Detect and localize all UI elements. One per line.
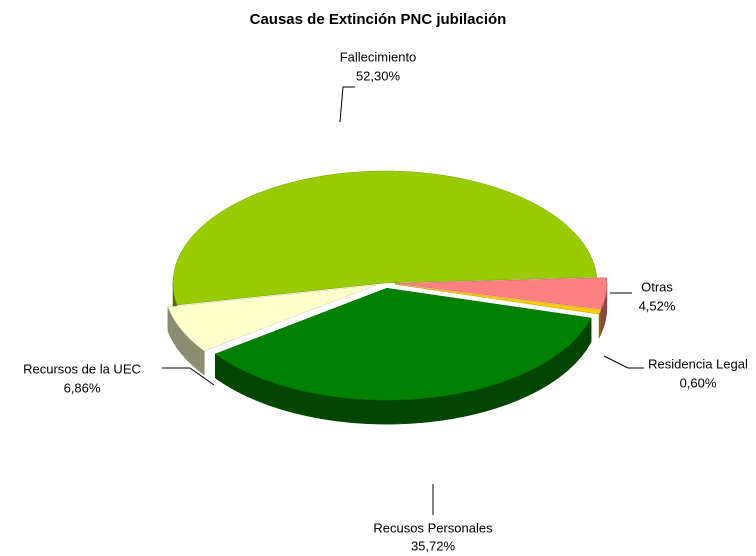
slice-value-label: 0,60%	[680, 375, 717, 390]
slice	[394, 277, 608, 310]
slice-label: Fallecimiento	[340, 49, 417, 64]
slice	[214, 287, 592, 401]
slice-value-label: 35,72%	[411, 538, 456, 553]
leader-line	[162, 367, 215, 386]
slice-value-label: 4,52%	[639, 298, 676, 313]
slice	[172, 170, 597, 306]
slice	[394, 284, 602, 315]
slice-label: Recursos de la UEC	[23, 361, 141, 376]
slice-label: Otras	[641, 279, 673, 294]
slice-value-label: 52,30%	[356, 68, 401, 83]
chart-title: Causas de Extinción PNC jubilación	[250, 11, 507, 28]
slice	[167, 284, 376, 352]
pie	[167, 170, 608, 425]
leader-line	[603, 355, 644, 369]
leader-line	[339, 86, 355, 123]
slice-label: Residencia Legal	[648, 356, 748, 371]
slice-side	[598, 309, 602, 339]
slice-value-label: 6,86%	[64, 380, 101, 395]
slice-label: Recusos Personales	[373, 520, 493, 535]
